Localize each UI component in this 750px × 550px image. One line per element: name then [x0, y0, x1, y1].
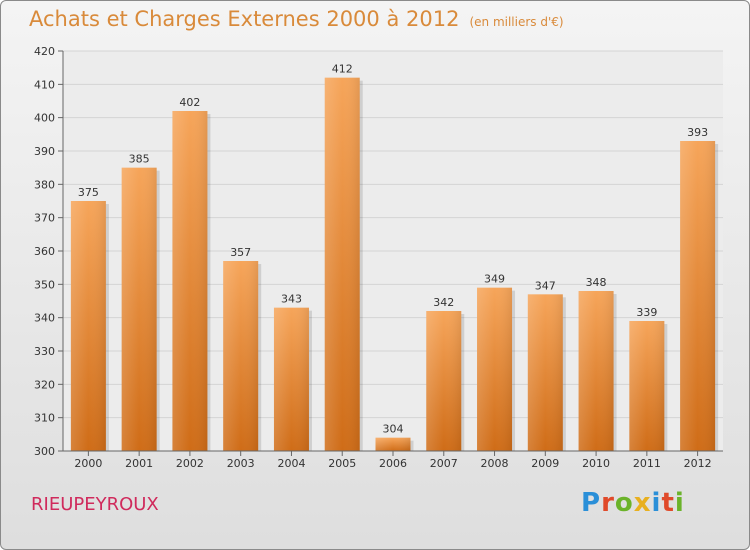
y-tick-label: 300: [34, 445, 55, 458]
bar-highlight: [70, 201, 106, 451]
chart-title-text: Achats et Charges Externes 2000 à 2012: [29, 7, 460, 31]
bar-value-label: 393: [687, 126, 708, 139]
bar-value-label: 347: [535, 279, 556, 292]
bar-value-label: 402: [179, 96, 200, 109]
bar-highlight: [223, 261, 259, 451]
y-tick-label: 310: [34, 412, 55, 425]
bar-value-label: 342: [433, 296, 454, 309]
logo-letter: r: [601, 488, 615, 518]
x-tick-label: 2012: [684, 457, 712, 470]
logo-letter: i: [651, 488, 662, 518]
bar-value-label: 357: [230, 246, 251, 259]
y-tick-label: 420: [34, 45, 55, 58]
commune-name: RIEUPEYROUX: [31, 494, 159, 515]
bar-highlight: [426, 311, 462, 451]
y-tick-label: 390: [34, 145, 55, 158]
y-tick-label: 330: [34, 345, 55, 358]
logo-letter: t: [661, 488, 675, 518]
y-tick-label: 400: [34, 112, 55, 125]
y-tick-label: 380: [34, 178, 55, 191]
y-tick-label: 350: [34, 278, 55, 291]
y-tick-label: 340: [34, 312, 55, 325]
logo-letter: x: [633, 488, 652, 518]
y-tick-label: 320: [34, 378, 55, 391]
x-tick-label: 2009: [531, 457, 559, 470]
bar-highlight: [629, 321, 665, 451]
y-axis: 300 310 320 330 340 350 360 370 380 390 400 410 420: [34, 45, 64, 458]
bar-value-label: 304: [383, 423, 404, 436]
bar-highlight: [578, 291, 614, 451]
bar-highlight: [375, 437, 411, 451]
bar-highlight: [324, 77, 360, 452]
chart-title: Achats et Charges Externes 2000 à 2012 (e…: [29, 7, 564, 31]
y-tick-label: 410: [34, 78, 55, 91]
bar-highlight: [680, 141, 716, 451]
bar-value-label: 349: [484, 273, 505, 286]
x-tick-label: 2003: [227, 457, 255, 470]
bar-highlight: [121, 167, 157, 451]
x-tick-label: 2005: [328, 457, 356, 470]
x-tick-label: 2010: [582, 457, 610, 470]
x-tick-label: 2006: [379, 457, 407, 470]
bar-highlight: [172, 111, 208, 451]
bar-value-label: 385: [129, 153, 150, 166]
x-tick-label: 2004: [277, 457, 305, 470]
logo-letter: o: [614, 488, 634, 518]
bars: 375 385 402 357 343 412 304 342 349 347 348 339 393: [70, 63, 719, 452]
bar-value-label: 339: [636, 306, 657, 319]
y-tick-label: 360: [34, 245, 55, 258]
bar-highlight: [527, 294, 563, 451]
bar-value-label: 375: [78, 186, 99, 199]
proxiti-logo: Proxiti: [581, 488, 685, 518]
bar-highlight: [477, 287, 513, 451]
bar-highlight: [273, 307, 309, 451]
bar-value-label: 412: [332, 63, 353, 76]
x-tick-label: 2007: [430, 457, 458, 470]
x-tick-label: 2000: [74, 457, 102, 470]
x-tick-label: 2002: [176, 457, 204, 470]
y-tick-label: 370: [34, 212, 55, 225]
x-tick-label: 2011: [633, 457, 661, 470]
x-tick-label: 2008: [481, 457, 509, 470]
bar-value-label: 348: [586, 276, 607, 289]
logo-letter: i: [674, 488, 685, 518]
chart-subtitle: (en milliers d'€): [469, 15, 564, 29]
bar-value-label: 343: [281, 293, 302, 306]
x-tick-label: 2001: [125, 457, 153, 470]
logo-letter: P: [581, 488, 602, 518]
x-axis: 2000 2001 2002 2003 2004 2005 2006 2007 2008 2009…: [63, 450, 723, 470]
